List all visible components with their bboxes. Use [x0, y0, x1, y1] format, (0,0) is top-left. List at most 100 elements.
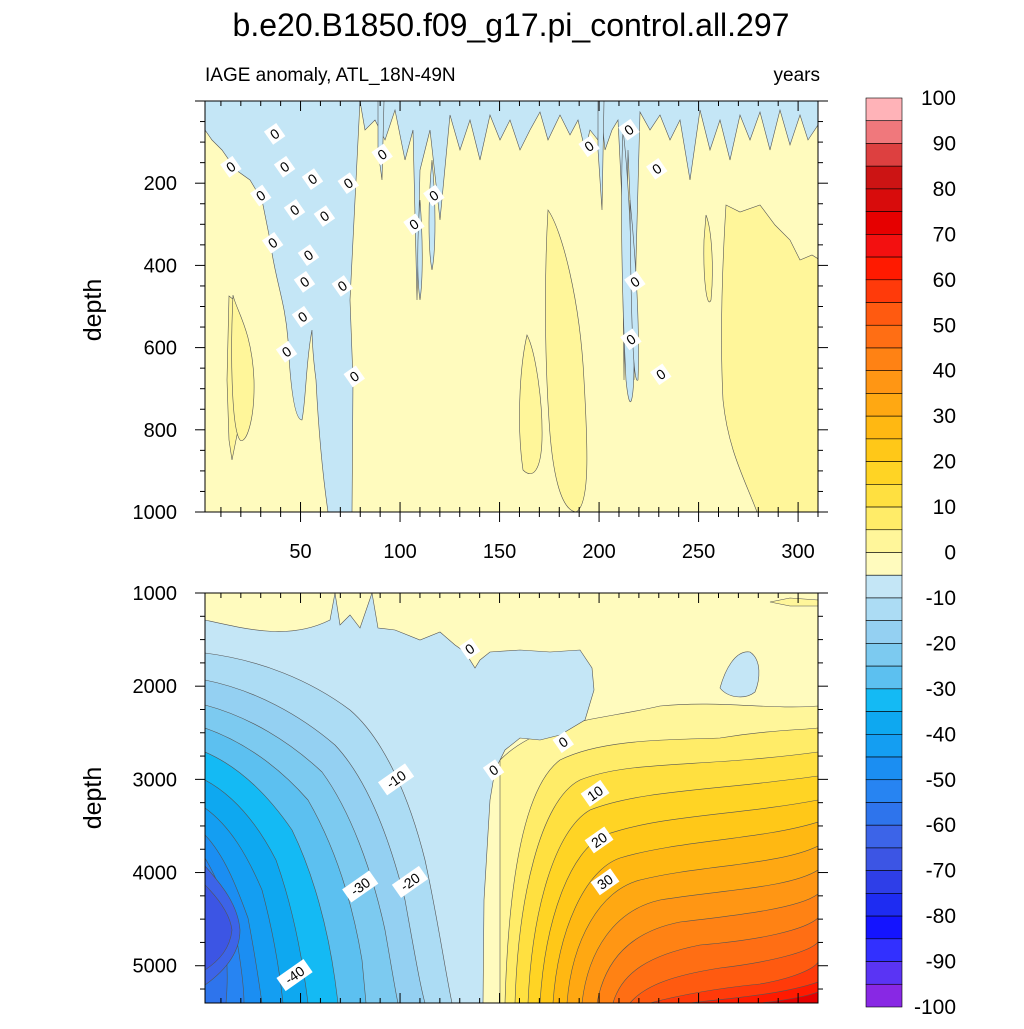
colorbar-swatch — [865, 302, 903, 326]
contour-label: 0 — [273, 155, 296, 178]
contour-label: 0 — [220, 155, 242, 178]
lower-plot-frame — [204, 592, 819, 1004]
contour-label-bg — [646, 157, 668, 180]
contour-label-bg — [403, 213, 425, 236]
contour-label-bg — [263, 123, 286, 145]
colorbar-swatch — [865, 506, 903, 531]
contour-label: 0 — [552, 731, 574, 753]
contour-label-bg — [249, 184, 272, 207]
contour-label: 0 — [297, 244, 320, 266]
x-tick-label: 200 — [582, 541, 615, 563]
contour-label-bg — [220, 155, 242, 178]
colorbar-swatch — [865, 143, 903, 167]
y-tick-label: 600 — [144, 338, 177, 360]
contour-label-bg — [618, 118, 640, 141]
colorbar-swatch — [865, 733, 903, 758]
contour-label: 0 — [646, 157, 668, 180]
y-tick-label: 2000 — [133, 676, 178, 698]
contour-label: 0 — [620, 328, 642, 351]
contour-label-bg — [391, 865, 429, 898]
subtitle-left: IAGE anomaly, ATL_18N-49N — [205, 65, 456, 86]
colorbar-label: 60 — [933, 269, 956, 292]
contour-label-bg — [377, 763, 415, 796]
colorbar-swatch — [865, 415, 903, 440]
colorbar-swatch — [865, 620, 903, 644]
colorbar-swatches — [865, 97, 903, 1008]
contour-label: 0 — [423, 184, 445, 207]
colorbar-swatch — [865, 484, 903, 508]
colorbar-swatch — [865, 756, 903, 781]
colorbar-swatch — [865, 893, 903, 917]
colorbar-label: 90 — [933, 132, 956, 155]
contour-label: 0 — [283, 199, 306, 221]
contour-label-bg — [337, 172, 360, 195]
contour-label: 10 — [580, 779, 610, 807]
y-tick-label: 3000 — [133, 769, 178, 791]
colorbar-swatch — [865, 824, 903, 849]
contour-label: 30 — [590, 868, 620, 896]
upper-contour-fill — [205, 101, 818, 512]
colorbar: 1009080706050403020100-10-20-30-40-50-60… — [865, 87, 956, 1019]
contour-label: 0 — [624, 270, 646, 293]
colorbar-swatch — [865, 665, 903, 690]
contour-label: 0 — [343, 365, 366, 388]
contour-label-bg — [458, 638, 481, 660]
contour-label-bg — [301, 168, 324, 190]
colorbar-swatch — [865, 393, 903, 417]
contour-label-bg — [313, 205, 336, 227]
colorbar-swatch — [865, 847, 903, 871]
colorbar-label: 100 — [921, 87, 956, 110]
contour-label: 0 — [249, 184, 272, 207]
contour-label-bg — [580, 779, 610, 807]
x-tick-labels: 50 100 150 200 250 300 — [289, 541, 814, 563]
colorbar-swatch — [865, 97, 903, 122]
contour-label: 0 — [458, 638, 481, 660]
colorbar-label: -90 — [926, 951, 956, 974]
colorbar-label: -60 — [926, 814, 956, 837]
contour-label: 0 — [291, 305, 314, 328]
x-tick-label: 300 — [781, 541, 814, 563]
y-tick-label: 4000 — [133, 863, 178, 885]
colorbar-label: -50 — [926, 769, 956, 792]
x-tick-label: 250 — [682, 541, 715, 563]
subtitle-right: years — [774, 65, 820, 86]
colorbar-swatch — [865, 188, 903, 212]
contour-label: 0 — [482, 759, 505, 781]
colorbar-swatch — [865, 870, 903, 894]
colorbar-swatch — [865, 347, 903, 372]
contour-label: 0 — [371, 143, 393, 166]
colorbar-label: 10 — [933, 496, 956, 519]
contour-label-bg — [342, 870, 379, 903]
colorbar-label: 0 — [944, 542, 956, 565]
contour-label: 0 — [578, 135, 600, 158]
colorbar-swatch — [865, 120, 903, 144]
contour-label-bg — [584, 826, 614, 854]
contour-label-bg — [291, 305, 314, 328]
colorbar-swatch — [865, 802, 903, 826]
colorbar-label: -40 — [926, 723, 956, 746]
contour-label-bg — [293, 270, 316, 293]
contour-label: 0 — [293, 270, 316, 293]
y-tick-label: 1000 — [133, 583, 178, 605]
y-tick-label: 400 — [144, 255, 177, 277]
colorbar-swatch — [865, 711, 903, 735]
y-tick-label: 5000 — [133, 956, 178, 978]
contour-label: 0 — [263, 123, 286, 145]
contour-label-bg — [343, 365, 366, 388]
y-tick-label: 800 — [144, 420, 177, 442]
colorbar-label: 40 — [933, 360, 956, 383]
contour-label-bg — [331, 275, 354, 297]
colorbar-label: -80 — [926, 905, 956, 928]
colorbar-swatch — [865, 256, 903, 281]
colorbar-label: -30 — [926, 678, 956, 701]
contour-label-bg — [590, 868, 620, 896]
colorbar-swatch — [865, 234, 903, 258]
upper-y-tick-labels: 200 400 600 800 1000 — [133, 173, 178, 524]
contour-label: 0 — [337, 172, 360, 195]
lower-y-axis-label: depth — [79, 767, 107, 830]
contour-label-bg — [275, 340, 298, 363]
colorbar-swatch — [865, 961, 903, 985]
contour-label-bg — [297, 244, 320, 266]
